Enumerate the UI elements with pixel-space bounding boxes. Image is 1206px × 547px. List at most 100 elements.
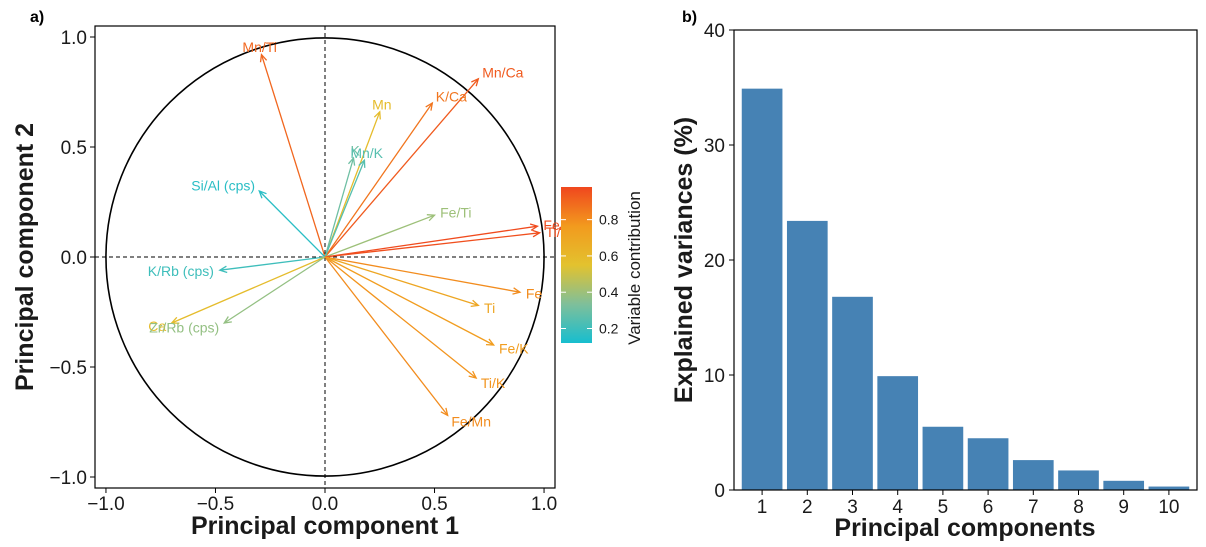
vector-arrowhead (471, 77, 480, 87)
vector-line (223, 256, 326, 324)
vector-line (324, 232, 540, 258)
pca-x-axis-title: Principal component 1 (191, 512, 459, 540)
vector-arrowhead (358, 158, 366, 168)
vector-label: Fe/K (499, 341, 529, 357)
pca-y-tick-label: −1.0 (49, 468, 87, 489)
pca-x-tick-label: −0.5 (197, 494, 235, 515)
vector-arrowhead (258, 189, 267, 199)
vector-label: Zr/Rb (cps) (149, 319, 219, 335)
colorbar-tick-label: 0.8 (599, 212, 619, 228)
vector-line (324, 159, 366, 258)
vector-line (219, 256, 326, 271)
vector-label: Ca (148, 318, 166, 334)
vector-arrowhead (373, 110, 381, 120)
vector-label: Ti/K (481, 375, 506, 391)
variance-bar (741, 88, 783, 491)
pca-y-axis-title: Principal component 2 (11, 123, 39, 391)
vector-arrowhead (440, 407, 449, 417)
variance-x-axis-title: Principal components (834, 514, 1095, 542)
variance-bar (786, 220, 828, 490)
vector-label: K (350, 142, 360, 158)
vector-arrowhead (259, 53, 268, 63)
vector-label: Ti (484, 300, 495, 316)
pca-y-tick-label: 0.0 (61, 248, 87, 269)
vector-line (324, 225, 538, 258)
colorbar-tick-label: 0.2 (599, 320, 619, 336)
pca-x-tick-label: −1.0 (87, 494, 125, 515)
vector-arrowhead (532, 229, 542, 238)
loading-vector: Zr/Rb (cps) (149, 256, 326, 335)
variance-bar (1103, 480, 1145, 490)
variance-x-tick-label: 2 (802, 497, 813, 518)
variance-y-tick-label: 20 (704, 251, 725, 272)
vector-line (171, 256, 326, 324)
vector-line (324, 214, 435, 258)
vector-label: Mn/Ti (242, 39, 276, 55)
loading-vector: Mn/Ca (324, 65, 524, 258)
vector-arrowhead (425, 101, 434, 111)
pca-panel: a) −1.0 −0.5 0.0 0.5 1.0 −1.0 −0.5 0.0 0.5 1.0 Mn… (11, 9, 582, 540)
vector-arrowhead (485, 338, 496, 346)
pca-y-tick-label: 1.0 (61, 28, 87, 49)
vector-arrowhead (468, 370, 478, 379)
variance-bars (741, 88, 1190, 491)
vector-line (260, 54, 326, 258)
loading-vector: K/Ca (324, 88, 467, 258)
vector-label: Fe/Ti (440, 204, 471, 220)
panel-b-label: b) (682, 9, 697, 26)
variance-bar (1058, 470, 1099, 490)
variance-bar (1148, 486, 1190, 490)
vector-line (324, 78, 479, 258)
vector-label: K/Rb (cps) (148, 263, 214, 279)
vector-line (258, 190, 326, 258)
colorbar-tick-label: 0.6 (599, 248, 619, 264)
variance-bar (1012, 460, 1054, 490)
panel-a-label: a) (30, 9, 44, 26)
loading-vector: Ti (324, 256, 495, 316)
vector-arrowhead (512, 287, 522, 295)
pca-axis-ticks: −1.0 −0.5 0.0 0.5 1.0 −1.0 −0.5 0.0 0.5 1.0 (49, 28, 557, 515)
variance-x-tick-label: 8 (1073, 497, 1084, 518)
variance-x-tick-label: 10 (1158, 497, 1179, 518)
vector-label: K/Ca (436, 88, 467, 104)
loading-vector: Mn/Ti (242, 39, 326, 258)
vector-line (324, 256, 494, 346)
vector-line (324, 256, 449, 416)
variance-y-tick-label: 0 (714, 481, 725, 502)
vector-arrowhead (426, 214, 436, 222)
colorbar-ticks: 0.2 0.4 0.6 0.8 (561, 212, 619, 336)
vector-arrowhead (170, 316, 180, 324)
pca-y-tick-label: −0.5 (49, 358, 87, 379)
variance-x-tick-label: 3 (847, 497, 858, 518)
loading-vector: Si/Al (cps) (191, 177, 326, 258)
vector-arrowhead (470, 299, 480, 307)
variance-bar (922, 426, 964, 490)
variance-y-tick-label: 40 (704, 21, 725, 42)
loading-vector: Fe (324, 256, 543, 302)
loading-vector: Fe/K (324, 256, 529, 357)
variance-y-axis-title: Explained variances (%) (670, 117, 698, 403)
vector-label: Fe/Mn (451, 414, 491, 430)
loading-vectors: Mn/Ti Mn/Ca K/Ca Mn KMn/K Si/Al (cps) Fe/Ti Fe/… (148, 39, 582, 430)
pca-x-tick-label: 0.0 (312, 494, 338, 515)
vector-arrowhead (529, 223, 540, 231)
vector-arrowhead (218, 265, 228, 274)
loading-vector: Ca (148, 256, 326, 334)
vector-line (324, 111, 381, 258)
variance-bar (967, 438, 1009, 490)
colorbar-title: Variable contribution (625, 191, 644, 345)
vector-arrowhead (347, 156, 356, 166)
vector-line (324, 102, 433, 258)
loading-vector: K (324, 142, 360, 258)
variance-bar (877, 376, 919, 490)
loading-vector: Ti/K (324, 256, 506, 391)
loading-vector: Fe/Ti (324, 204, 472, 258)
vector-arrowhead (222, 316, 232, 324)
pca-y-tick-label: 0.5 (61, 138, 87, 159)
vector-label: Fe (526, 286, 543, 302)
pca-x-tick-label: 0.5 (421, 494, 447, 515)
colorbar-gradient (561, 187, 592, 343)
vector-label: Mn/Ca (482, 65, 523, 81)
loading-vector: Mn/K (324, 145, 384, 258)
